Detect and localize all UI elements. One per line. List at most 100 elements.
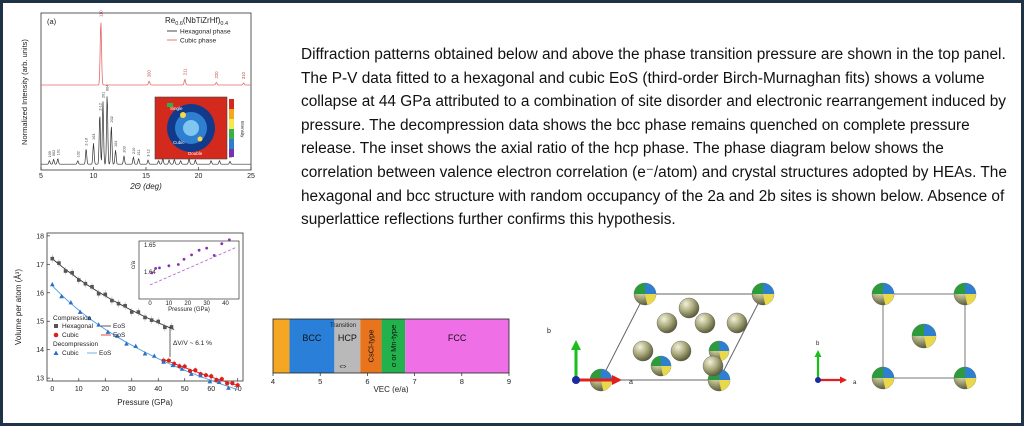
dcubic-point bbox=[87, 315, 92, 321]
legend-dcubic-eos: EoS bbox=[99, 350, 112, 357]
legend-cubic-eos: EoS bbox=[113, 332, 126, 339]
pv-y-tick-label: 17 bbox=[36, 262, 44, 269]
ca-point bbox=[167, 264, 171, 268]
hex-peak-label: 2-10 bbox=[85, 138, 89, 146]
xrd-x-ticks: 5 10 15 20 25 bbox=[39, 167, 255, 180]
vec-x-label: VEC (e/a) bbox=[373, 385, 408, 393]
xrd-x-label: 2Θ (deg) bbox=[129, 182, 162, 191]
ca-x-tick-label: 10 bbox=[166, 301, 173, 307]
atom-site-wedge-green bbox=[872, 367, 883, 378]
bcc-axis-a-arrow bbox=[840, 376, 847, 384]
ca-x-ticks: 0 10 20 30 40 bbox=[148, 301, 229, 307]
atom-site-wedge-yellow bbox=[924, 336, 936, 348]
vec-segment bbox=[289, 319, 335, 373]
pv-x-tick-label: 70 bbox=[234, 386, 242, 393]
pv-y-tick-label: 13 bbox=[36, 376, 44, 383]
pv-y-tick-label: 15 bbox=[36, 319, 44, 326]
atom-site-wedge-green bbox=[752, 283, 763, 294]
dcubic-point bbox=[151, 353, 157, 358]
atom-site-wedge-blue bbox=[601, 369, 612, 380]
dcubic-point bbox=[179, 366, 185, 371]
xrd-y-label: Normalized Intensity (arb. units) bbox=[20, 39, 29, 145]
hex-point bbox=[149, 318, 154, 322]
hex-axis-a-label: a bbox=[629, 379, 633, 386]
xrd-x-tick-label: 20 bbox=[195, 173, 203, 180]
pv-y-ticks: 13 14 15 16 17 18 bbox=[36, 233, 50, 383]
hex-point bbox=[143, 315, 147, 320]
legend-cubic-label: Cubic phase bbox=[180, 38, 217, 45]
hex-point bbox=[63, 269, 68, 273]
legend-hex-marker bbox=[54, 324, 58, 328]
hex-point bbox=[103, 292, 108, 297]
ca-x-tick-label: 20 bbox=[184, 301, 191, 307]
hex-peak-label: 2-12 bbox=[98, 103, 102, 111]
vec-segment bbox=[381, 319, 406, 373]
ca-inset: 1.65 1.64 c/a 0 10 20 30 40 Pressure (GPa) bbox=[131, 238, 240, 313]
pv-x-tick-label: 0 bbox=[50, 386, 54, 393]
dcubic-point bbox=[189, 371, 194, 376]
xrd-formula: Re0.6(NbTiZrHf)0.4 bbox=[165, 16, 228, 27]
atom-site-wedge-green bbox=[954, 367, 965, 378]
xrd-panel-label: (a) bbox=[47, 17, 57, 26]
atom-site-wedge-green bbox=[872, 283, 883, 294]
cubic-pattern-line bbox=[41, 22, 251, 86]
vec-segment bbox=[273, 319, 290, 373]
cubic-point bbox=[235, 383, 240, 388]
ca-point bbox=[197, 248, 201, 252]
legend-decompression: Decompression bbox=[53, 341, 99, 348]
atom-site-wedge-yellow bbox=[719, 351, 729, 361]
vec-transition-label: Transition bbox=[330, 323, 356, 329]
hex-point bbox=[96, 291, 101, 296]
atom-site-wedge-yellow bbox=[719, 380, 730, 391]
atom-site-wedge-blue bbox=[965, 367, 976, 378]
bcc-atoms bbox=[871, 282, 977, 390]
legend-hex: Hexagonal bbox=[62, 323, 94, 330]
vec-segment bbox=[334, 319, 361, 373]
hex-point bbox=[169, 325, 174, 329]
ca-ytick-bottom: 1.64 bbox=[144, 270, 156, 276]
hex-point bbox=[90, 284, 94, 289]
pv-x-tick-label: 50 bbox=[181, 386, 189, 393]
xrd-inset-label-single: Single bbox=[170, 106, 183, 111]
hex-structure: b a bbox=[547, 282, 775, 392]
ca-x-tick-label: 40 bbox=[222, 301, 229, 307]
hex-interior-atom bbox=[694, 312, 716, 334]
ca-data-points bbox=[150, 238, 231, 275]
atom-site-wedge-blue bbox=[924, 324, 936, 336]
cubic-point bbox=[177, 364, 182, 369]
dcubic-point bbox=[49, 281, 55, 287]
dcubic-point bbox=[207, 379, 213, 384]
hex-point bbox=[163, 325, 167, 330]
cubic-point bbox=[182, 364, 187, 369]
vec-tick-label: 8 bbox=[460, 377, 464, 386]
legend-cubic-marker bbox=[53, 332, 59, 338]
vec-segment-label: FCC bbox=[448, 333, 467, 343]
hex-interior-atom bbox=[726, 312, 748, 334]
ca-ytick-top: 1.65 bbox=[144, 243, 156, 249]
pv-x-tick-label: 30 bbox=[128, 386, 136, 393]
cubic-point bbox=[225, 381, 230, 386]
hex-peak-label: 210 bbox=[132, 148, 136, 154]
dcubic-point bbox=[68, 299, 74, 305]
vec-tick-label: 4 bbox=[271, 377, 275, 386]
hex-peak-label: 211 bbox=[137, 149, 141, 155]
bcc-unit-cell bbox=[882, 293, 966, 379]
dcubic-point bbox=[216, 379, 222, 384]
hex-point bbox=[129, 310, 134, 314]
hex-point bbox=[156, 319, 161, 324]
ca-point bbox=[150, 271, 154, 275]
vec-tick-label: 9 bbox=[507, 377, 511, 386]
atom-site-wedge-yellow bbox=[883, 294, 894, 305]
hex-axis-origin bbox=[572, 376, 580, 384]
atom-site-wedge-green bbox=[912, 324, 924, 336]
cubic-point bbox=[203, 373, 209, 378]
dcubic-point bbox=[105, 329, 111, 334]
vec-segment-label: σ or Mn-type bbox=[389, 325, 398, 368]
atom-site-wedge-blue bbox=[661, 356, 671, 366]
vec-segments: BCC HCP CsCl-type σ or Mn-type FCC bbox=[273, 319, 509, 373]
atom-site-wedge-yellow bbox=[645, 294, 656, 305]
pv-x-tick-label: 60 bbox=[207, 386, 215, 393]
atom-site-wedge-green bbox=[709, 341, 719, 351]
hex-interior-atom bbox=[670, 340, 692, 362]
